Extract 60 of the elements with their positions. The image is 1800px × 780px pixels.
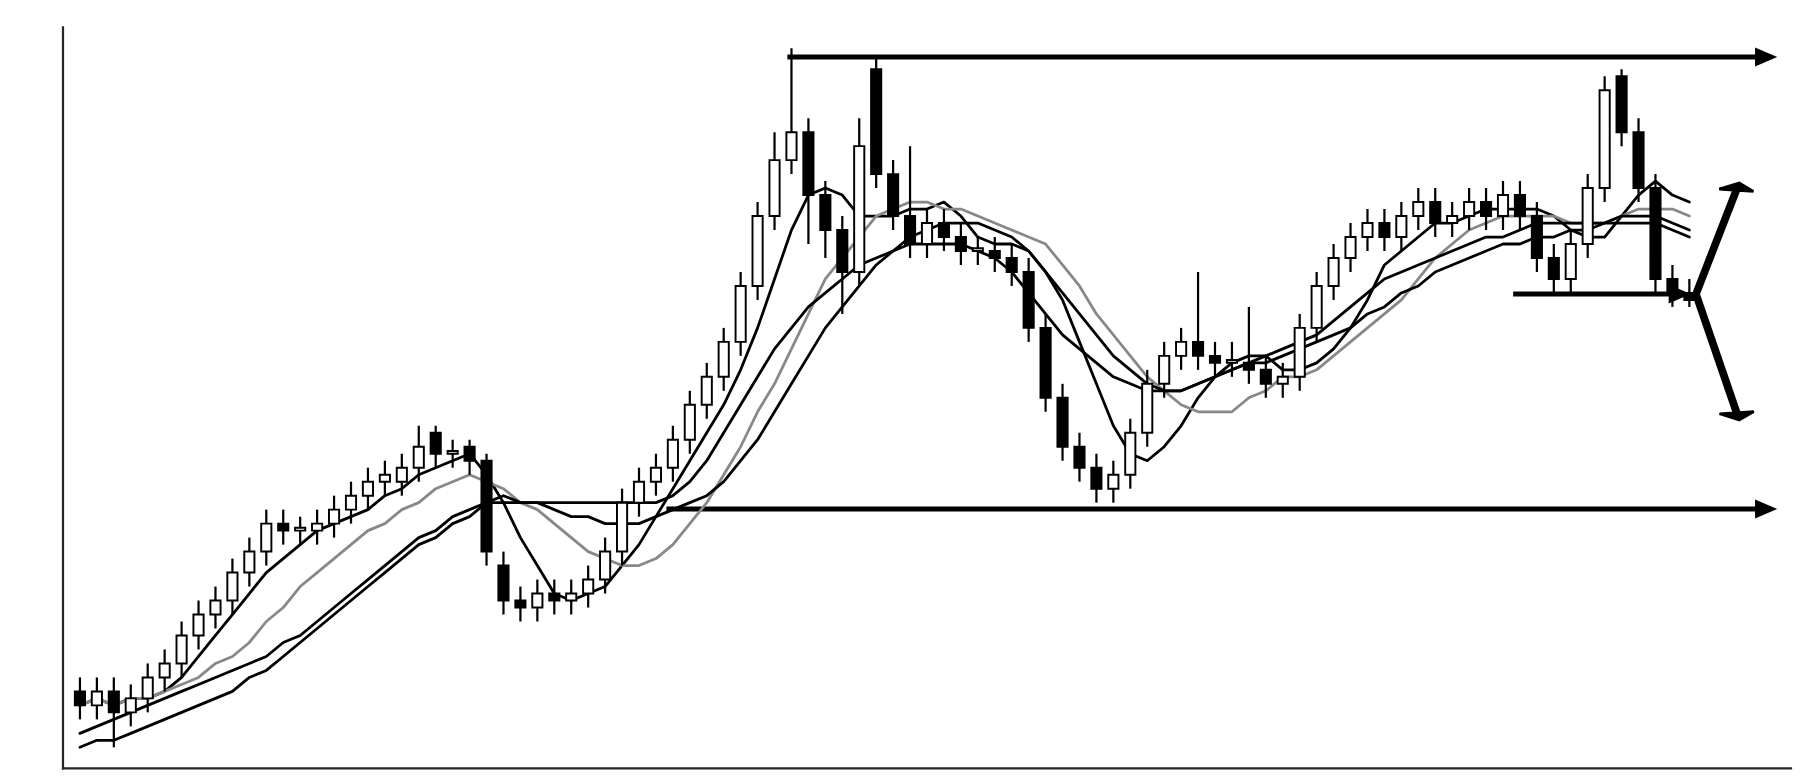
candlestick (582, 564, 595, 609)
candlestick (1463, 186, 1476, 232)
candlestick (649, 452, 662, 497)
candlestick (514, 585, 527, 623)
candlestick (1480, 186, 1493, 232)
candlestick (1446, 200, 1459, 239)
candlestick (632, 466, 646, 518)
candlestick (700, 361, 713, 420)
candlestick (90, 676, 103, 721)
candlestick (446, 438, 459, 469)
candlestick (294, 515, 307, 546)
candlestick (73, 676, 86, 721)
candlestick (497, 550, 510, 616)
candlestick (277, 508, 290, 546)
candlestick (1208, 340, 1222, 378)
candlestick (1005, 242, 1018, 288)
candlestick (971, 235, 984, 267)
candlestick (1175, 326, 1188, 371)
candlestick (192, 599, 205, 651)
candlestick (1242, 305, 1255, 385)
candlestick (1259, 354, 1272, 399)
candlestick (226, 557, 239, 616)
candlestick (1412, 186, 1425, 232)
candlestick (1327, 242, 1340, 302)
candlestick (158, 648, 171, 693)
candlestick (565, 578, 578, 616)
candlestick (260, 508, 273, 567)
candlestick (361, 466, 374, 511)
candlestick (1225, 340, 1238, 378)
candlestick (395, 452, 408, 497)
candlestick (243, 536, 256, 588)
candlestick (1310, 270, 1323, 343)
candlestick (1361, 207, 1374, 253)
candlestick (209, 585, 222, 630)
candlestick (1192, 270, 1205, 371)
candlestick (429, 424, 442, 469)
candlestick (1158, 340, 1171, 399)
candlestick (1429, 186, 1442, 239)
candlestick (1395, 200, 1408, 253)
candlestick (378, 459, 391, 497)
candlestick (683, 389, 696, 455)
candlestick (1276, 361, 1289, 399)
candlestick (666, 424, 679, 483)
candlestick (344, 480, 358, 525)
candlestick (311, 508, 324, 546)
candlestick (599, 536, 612, 595)
candlestick (328, 494, 341, 539)
candlestick (412, 424, 425, 483)
candlestick (1073, 431, 1086, 483)
candlestick (988, 235, 1001, 274)
candlestick (717, 326, 730, 392)
candlestick (1344, 221, 1357, 274)
candlestick (175, 620, 188, 679)
candlestick (124, 683, 137, 728)
candlestick (531, 578, 544, 623)
candlestick (548, 578, 561, 616)
candlestick (141, 662, 154, 714)
candlestick (463, 438, 476, 476)
candlestick (1124, 417, 1137, 490)
candlestick (1378, 207, 1391, 253)
